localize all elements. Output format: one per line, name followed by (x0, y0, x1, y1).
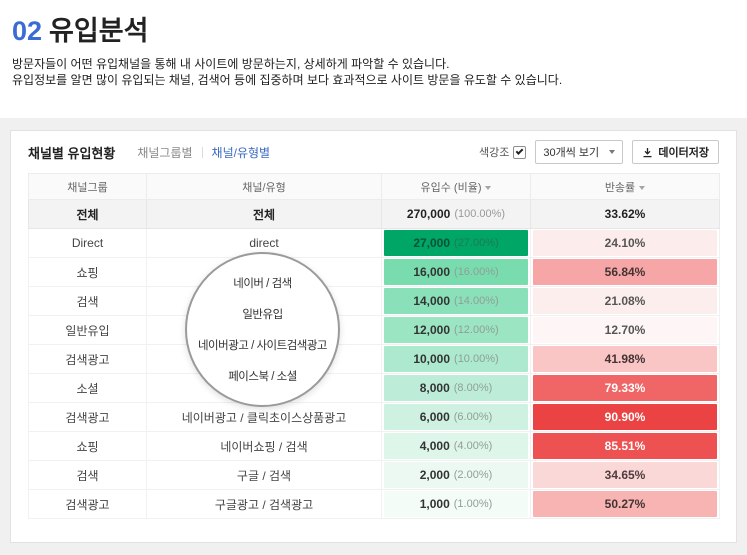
channel-group-cell: 쇼핑 (28, 431, 147, 461)
inflow-count-cell: 4,000 (4.00%) (381, 431, 531, 461)
header-bounce-rate[interactable]: 반송률 (530, 173, 720, 200)
channel-type-cell: 구글광고 / 검색광고 (146, 489, 382, 519)
channel-type-cell: 네이버쇼핑 / 검색 (146, 431, 382, 461)
magnified-channel-type: 네이버광고 / 사이트검색광고 (197, 340, 328, 352)
page-header: 02 유입분석 방문자들이 어떤 유입채널을 통해 내 사이트에 방문하는지, 상… (0, 0, 747, 118)
bounce-rate-cell: 12.70% (530, 315, 720, 345)
tab-channel-group[interactable]: 채널그룹별 (137, 145, 193, 160)
page-size-select[interactable]: 30개씩 보기 (535, 140, 624, 164)
magnifier-overlay: 네이버 / 검색 일반유입 네이버광고 / 사이트검색광고 페이스북 / 소셜 (185, 252, 340, 407)
bounce-rate-cell: 50.27% (530, 489, 720, 519)
bounce-rate-cell: 21.08% (530, 286, 720, 316)
bounce-rate-cell: 34.65% (530, 460, 720, 490)
bounce-rate-cell: 24.10% (530, 228, 720, 258)
panel-controls: 색강조 30개씩 보기 데이터저장 (479, 140, 719, 164)
inflow-count-cell: 6,000 (6.00%) (381, 402, 531, 432)
table-row: 검색 구글 / 검색 2,000 (2.00%) 34.65% (28, 460, 720, 490)
inflow-count-cell: 10,000 (10.00%) (381, 344, 531, 374)
panel-title: 채널별 유입현황 (28, 145, 116, 161)
inflow-count-cell: 8,000 (8.00%) (381, 373, 531, 403)
table-total-row: 전체 전체 270,000 (100.00%) 33.62% (28, 199, 720, 229)
bounce-rate-cell: 41.98% (530, 344, 720, 374)
channel-type-cell: 전체 (146, 199, 382, 229)
channel-group-cell: 소셜 (28, 373, 147, 403)
inflow-count-cell: 27,000 (27.00%) (381, 228, 531, 258)
channel-group-cell: 검색 (28, 460, 147, 490)
check-icon (516, 147, 524, 155)
bounce-rate-cell: 90.90% (530, 402, 720, 432)
table-row: 쇼핑 네이버쇼핑 / 검색 4,000 (4.00%) 85.51% (28, 431, 720, 461)
section-title: 02 유입분석 (12, 9, 735, 48)
inflow-count-cell: 2,000 (2.00%) (381, 460, 531, 490)
channel-group-cell: 일반유입 (28, 315, 147, 345)
bounce-rate-cell: 56.84% (530, 257, 720, 287)
table-row: 쇼핑 16,000 (16.00%) 56.84% (28, 257, 720, 287)
channel-group-cell: 검색광고 (28, 344, 147, 374)
description-line-1: 방문자들이 어떤 유입채널을 통해 내 사이트에 방문하는지, 상세하게 파악할… (12, 57, 450, 71)
sort-down-icon[interactable] (485, 185, 492, 190)
save-data-label: 데이터저장 (658, 147, 709, 159)
bounce-rate-cell: 79.33% (530, 373, 720, 403)
channel-group-cell: 검색광고 (28, 489, 147, 519)
channel-type-cell: 구글 / 검색 (146, 460, 382, 490)
content-background: 채널별 유입현황 채널그룹별 채널/유형별 색강조 30개씩 보기 (0, 118, 747, 555)
table-row: 검색광고 네이버광고 / 클릭초이스상품광고 6,000 (6.00%) 90.9… (28, 402, 720, 432)
tab-channel-type[interactable]: 채널/유형별 (211, 145, 271, 160)
channel-group-cell: 쇼핑 (28, 257, 147, 287)
header-inflow-count[interactable]: 유입수 (비율) (381, 173, 531, 200)
view-tabs: 채널그룹별 채널/유형별 (137, 144, 270, 161)
channel-group-cell: 전체 (28, 199, 147, 229)
save-data-button[interactable]: 데이터저장 (632, 140, 719, 164)
description-line-2: 유입정보를 알면 많이 유입되는 채널, 검색어 등에 집중하며 보다 효과적으… (12, 72, 563, 87)
color-highlight-checkbox[interactable] (513, 145, 527, 159)
inflow-table: 채널그룹 채널/유형 유입수 (비율) 반송률 전체 전체 270,000 (10… (28, 173, 720, 519)
magnified-channel-type: 일반유입 (242, 309, 283, 321)
inflow-count-cell: 16,000 (16.00%) (381, 257, 531, 287)
tab-separator (201, 146, 203, 158)
section-title-text: 유입분석 (49, 16, 149, 46)
channel-group-cell: Direct (28, 228, 147, 258)
sort-down-icon[interactable] (639, 185, 646, 190)
channel-group-cell: 검색 (28, 286, 147, 316)
table-row: 일반유입 12,000 (12.00%) 12.70% (28, 315, 720, 345)
bounce-rate-cell: 85.51% (530, 431, 720, 461)
color-highlight-control: 색강조 (479, 144, 527, 160)
bounce-rate-cell: 33.62% (530, 199, 720, 229)
channel-type-cell: 네이버광고 / 클릭초이스상품광고 (146, 402, 382, 432)
inflow-count-cell: 1,000 (1.00%) (381, 489, 531, 519)
table-row: 소셜 8,000 (8.00%) 79.33% (28, 373, 720, 403)
table-header-row: 채널그룹 채널/유형 유입수 (비율) 반송률 (28, 173, 720, 200)
inflow-count-cell: 14,000 (14.00%) (381, 286, 531, 316)
inflow-count-cell: 12,000 (12.00%) (381, 315, 531, 345)
table-row: 검색광고 구글광고 / 검색광고 1,000 (1.00%) 50.27% (28, 489, 720, 519)
table-row: 검색 14,000 (14.00%) 21.08% (28, 286, 720, 316)
magnified-channel-type: 페이스북 / 소셜 (228, 371, 297, 383)
inflow-panel: 채널별 유입현황 채널그룹별 채널/유형별 색강조 30개씩 보기 (10, 130, 737, 543)
caret-down-icon (609, 150, 616, 154)
section-number: 02 (12, 16, 43, 46)
channel-group-cell: 검색광고 (28, 402, 147, 432)
header-channel-type: 채널/유형 (146, 173, 382, 200)
inflow-count-cell: 270,000 (100.00%) (381, 199, 531, 229)
magnified-channel-type: 네이버 / 검색 (233, 278, 292, 290)
panel-header: 채널별 유입현황 채널그룹별 채널/유형별 색강조 30개씩 보기 (28, 131, 719, 173)
table-row: 검색광고 10,000 (10.00%) 41.98% (28, 344, 720, 374)
header-channel-group: 채널그룹 (28, 173, 147, 200)
color-highlight-label: 색강조 (479, 147, 510, 159)
download-icon (643, 147, 652, 157)
page-size-value: 30개씩 보기 (543, 147, 600, 159)
table-row: Direct direct 27,000 (27.00%) 24.10% (28, 228, 720, 258)
